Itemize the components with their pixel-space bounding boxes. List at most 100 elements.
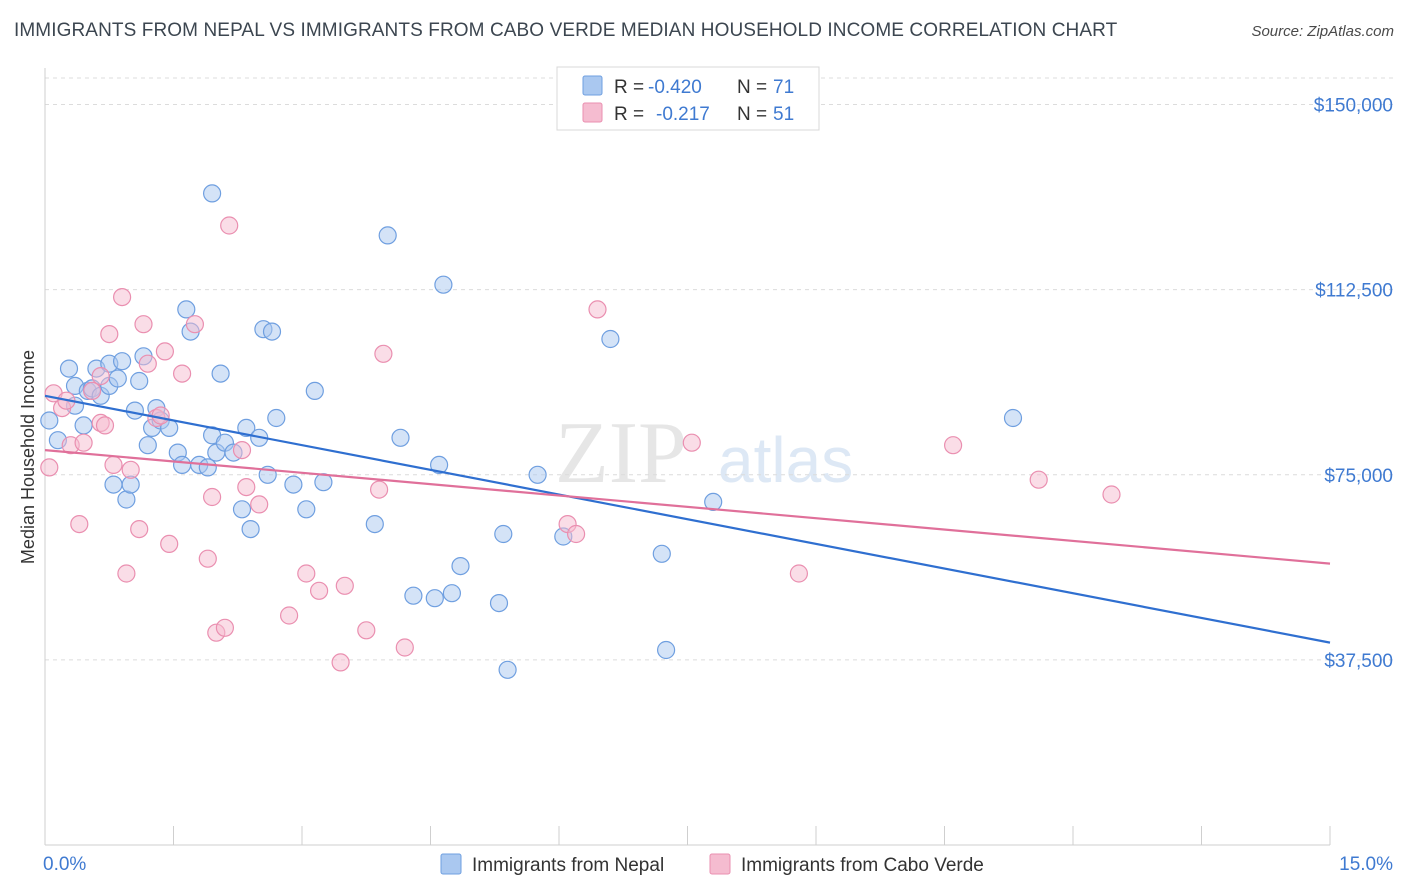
cabo-verde-point-36: [331, 653, 350, 672]
x-tick-labels: 0.0% 15.0%: [43, 854, 1393, 875]
nepal-point-45: [284, 475, 303, 494]
cabo-verde-point-29: [220, 216, 239, 235]
legend-r-label-cabo-verde: R =: [614, 104, 644, 125]
nepal-point-57: [451, 556, 470, 576]
cabo-verde-point-33: [280, 606, 299, 625]
chart-title: IMMIGRANTS FROM NEPAL VS IMMIGRANTS FROM…: [14, 20, 1118, 41]
cabo-verde-point-41: [395, 638, 414, 657]
y-tick-labels: $150,000 $112,500 $75,000 $37,500: [1314, 96, 1393, 672]
nepal-point-54: [430, 455, 449, 474]
watermark: ZIP atlas: [555, 405, 853, 502]
cabo-verde-point-10: [95, 416, 115, 435]
bottom-legend-swatch-cabo-verde: [709, 853, 731, 875]
legend-swatch-nepal: [582, 75, 603, 96]
nepal-point-5: [74, 416, 93, 435]
y-tick-label-3: $37,500: [1324, 651, 1393, 672]
trend-line-cabo-verde: [44, 448, 1331, 565]
watermark-atlas: atlas: [718, 424, 853, 496]
nepal-point-18: [130, 371, 149, 391]
cabo-verde-point-12: [104, 455, 123, 474]
cabo-verde-point-37: [335, 576, 354, 595]
cabo-verde-point-35: [310, 581, 329, 600]
cabo-verde-point-0: [40, 458, 59, 477]
cabo-verde-point-28: [215, 618, 234, 637]
y-axis-label: Median Household Income: [18, 350, 38, 564]
cabo-verde-point-43: [566, 524, 586, 544]
source-credit: Source: ZipAtlas.com: [1251, 23, 1394, 40]
watermark-zip: ZIP: [555, 405, 687, 502]
legend-r-value-cabo-verde: -0.217: [656, 104, 710, 125]
nepal-point-53: [425, 589, 444, 608]
nepal-point-49: [365, 514, 384, 534]
nepal-point-13: [108, 369, 127, 388]
nepal-point-30: [198, 458, 217, 477]
cabo-verde-point-7: [82, 381, 102, 400]
trend-lines: [44, 394, 1331, 644]
nepal-point-43: [262, 322, 282, 341]
nepal-point-60: [498, 660, 517, 679]
cabo-verde-point-22: [160, 534, 179, 554]
nepal-point-37: [232, 500, 252, 519]
nepal-point-58: [489, 593, 509, 613]
bottom-legend-swatch-nepal: [440, 853, 462, 875]
cabo-verde-point-32: [250, 495, 269, 514]
bottom-legend-label-cabo-verde: Immigrants from Cabo Verde: [741, 855, 984, 876]
cabo-verde-point-31: [237, 478, 256, 497]
nepal-point-27: [177, 300, 196, 319]
legend-n-label-cabo-verde: N =: [737, 104, 767, 125]
cabo-verde-point-26: [203, 487, 222, 507]
nepal-point-14: [112, 352, 132, 371]
cabo-verde-point-5: [70, 514, 89, 534]
x-tick-label-max: 15.0%: [1339, 854, 1393, 875]
legend-swatch-cabo-verde: [582, 102, 603, 123]
series-nepal-points: [40, 184, 1023, 679]
nepal-point-2: [59, 359, 79, 378]
legend-n-value-cabo-verde: 51: [773, 104, 794, 125]
nepal-point-32: [203, 184, 222, 203]
cabo-verde-point-47: [943, 436, 963, 455]
legend-r-value-nepal: -0.420: [648, 77, 702, 98]
cabo-verde-point-23: [173, 364, 192, 383]
nepal-point-17: [125, 401, 144, 420]
cabo-verde-point-34: [297, 564, 316, 583]
nepal-point-51: [391, 428, 410, 447]
nepal-point-61: [528, 465, 547, 484]
nepal-point-50: [378, 226, 397, 245]
nepal-point-67: [1003, 408, 1023, 428]
nepal-point-66: [704, 492, 723, 511]
legend: R = -0.420 N = 71 R = -0.217 N = 51: [556, 66, 820, 131]
bottom-legend: Immigrants from Nepal Immigrants from Ca…: [440, 853, 984, 876]
nepal-point-52: [404, 586, 423, 605]
legend-n-label-nepal: N =: [737, 77, 767, 98]
nepal-point-64: [652, 544, 671, 563]
nepal-point-56: [442, 584, 461, 603]
cabo-verde-point-8: [91, 367, 110, 386]
cabo-verde-point-18: [138, 354, 157, 373]
y-tick-label-0: $150,000: [1314, 96, 1393, 117]
series-cabo-verde-points: [40, 216, 1121, 672]
cabo-verde-point-45: [682, 433, 701, 452]
nepal-point-63: [601, 329, 620, 349]
nepal-point-55: [434, 275, 453, 294]
nepal-point-20: [138, 436, 157, 455]
cabo-verde-point-48: [1029, 470, 1048, 489]
nepal-point-38: [237, 418, 256, 437]
trend-line-nepal: [44, 394, 1331, 644]
cabo-verde-point-44: [588, 300, 607, 319]
grid-lines: [45, 77, 1396, 661]
nepal-point-59: [494, 524, 513, 544]
cabo-verde-point-13: [112, 288, 132, 307]
cabo-verde-point-39: [370, 480, 389, 499]
cabo-verde-point-16: [130, 519, 149, 539]
nepal-point-0: [40, 411, 59, 430]
nepal-point-44: [267, 408, 286, 428]
nepal-point-26: [173, 455, 192, 474]
cabo-verde-point-20: [151, 406, 170, 425]
nepal-point-12: [104, 475, 123, 494]
x-tick-label-min: 0.0%: [43, 854, 86, 875]
legend-n-value-nepal: 71: [773, 77, 794, 98]
cabo-verde-point-25: [198, 549, 217, 568]
cabo-verde-point-11: [100, 325, 119, 344]
nepal-point-39: [241, 519, 260, 539]
